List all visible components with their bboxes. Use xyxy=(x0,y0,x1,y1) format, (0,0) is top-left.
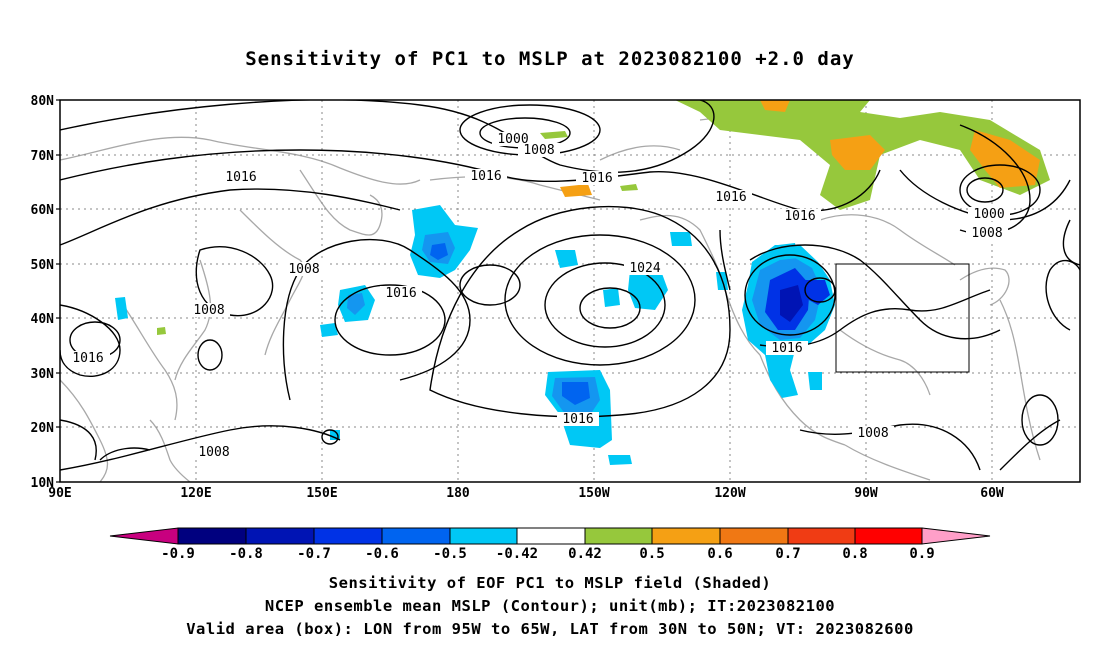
na-blue-3 xyxy=(780,285,803,322)
lat-label: 20N xyxy=(31,421,55,436)
asia-green xyxy=(157,327,166,335)
caption-line-1: Sensitivity of EOF PC1 to MSLP field (Sh… xyxy=(328,574,772,592)
colorbar: -0.9 -0.8 -0.7 -0.6 -0.5 -0.42 0.42 0.5 … xyxy=(109,527,991,562)
colorbar-swatch xyxy=(449,527,518,545)
valid-area-box xyxy=(835,263,970,373)
lat-label: 50N xyxy=(31,258,55,273)
arctic-orange-3 xyxy=(760,100,790,112)
lon-label: 120W xyxy=(714,486,745,501)
contour-label: 1016 xyxy=(715,190,746,205)
colorbar-swatch xyxy=(854,527,923,545)
colorbar-swatch xyxy=(516,527,586,545)
colorbar-tick-label: -0.7 xyxy=(297,546,331,562)
colorbar-swatch xyxy=(651,527,721,545)
arctic-orange-1 xyxy=(830,135,885,170)
subtrop-blue-2 xyxy=(562,382,590,405)
contour-label: 1008 xyxy=(193,303,224,318)
colorbar-swatch xyxy=(177,527,247,545)
colorbar-min-triangle xyxy=(109,527,179,545)
lon-label: 90E xyxy=(48,486,71,501)
lon-label: 60W xyxy=(980,486,1004,501)
colorbar-swatch xyxy=(381,527,451,545)
lat-label: 10N xyxy=(31,476,55,491)
npac-blue-3 xyxy=(347,293,365,315)
na-blue-4 xyxy=(805,280,830,305)
positive-sensitivity-shading xyxy=(157,100,1050,335)
subtrop-cyan-2 xyxy=(608,455,632,465)
pacific-orange-1 xyxy=(560,184,592,197)
contour-label: 1024 xyxy=(629,261,660,276)
midpac-cyan-3 xyxy=(603,288,620,307)
lon-label: 90W xyxy=(854,486,878,501)
caption-line-2: NCEP ensemble mean MSLP (Contour); unit(… xyxy=(264,597,836,615)
contour-label: 1016 xyxy=(470,169,501,184)
contour-label: 1008 xyxy=(288,262,319,277)
lat-label: 30N xyxy=(31,367,55,382)
colorbar-swatch xyxy=(719,527,789,545)
lat-label: 60N xyxy=(31,203,55,218)
colorbar-tick-label: -0.5 xyxy=(433,546,467,562)
contour-label: 1016 xyxy=(72,351,103,366)
contour-label: 1000 xyxy=(973,207,1004,222)
colorbar-swatch xyxy=(787,527,856,545)
midpac-cyan-1 xyxy=(555,250,578,268)
colorbar-tick-label: -0.8 xyxy=(229,546,263,562)
npac-blue-2 xyxy=(430,243,448,260)
colorbar-tick-label: 0.6 xyxy=(707,546,732,562)
colorbar-tick-label: 0.8 xyxy=(842,546,867,562)
colorbar-tick-label: 0.42 xyxy=(568,546,602,562)
contour-label: 1016 xyxy=(784,209,815,224)
contour-label: 1016 xyxy=(385,286,416,301)
colorbar-swatch xyxy=(245,527,315,545)
colorbar-swatch xyxy=(313,527,383,545)
latitude-labels: 80N 70N 60N 50N 40N 30N 20N 10N xyxy=(31,94,55,491)
na-cyan-3 xyxy=(808,372,822,390)
negative-sensitivity-shading xyxy=(115,205,835,465)
contour-label: 1016 xyxy=(225,170,256,185)
contour-label: 1008 xyxy=(971,226,1002,241)
contour-labels: 1000 1008 1016 1016 1016 1016 1024 1008 … xyxy=(66,132,1010,460)
colorbar-tick-label: 0.7 xyxy=(775,546,800,562)
colorbar-tick-label: 0.5 xyxy=(639,546,664,562)
colorbar-tick-label: -0.42 xyxy=(496,546,538,562)
contour-label: 1008 xyxy=(198,445,229,460)
contour-label: 1016 xyxy=(771,341,802,356)
caption-line-3: Valid area (box): LON from 95W to 65W, L… xyxy=(186,620,914,638)
lat-label: 40N xyxy=(31,312,55,327)
lon-label: 150W xyxy=(578,486,609,501)
midpac-cyan-4 xyxy=(670,232,692,246)
contour-label: 1008 xyxy=(523,143,554,158)
contour-label: 1008 xyxy=(857,426,888,441)
lon-label: 150E xyxy=(306,486,337,501)
lat-label: 70N xyxy=(31,149,55,164)
contour-label: 1016 xyxy=(562,412,593,427)
lon-label: 180 xyxy=(446,486,470,501)
map-title: Sensitivity of PC1 to MSLP at 2023082100… xyxy=(245,48,855,70)
colorbar-max-triangle xyxy=(921,527,991,545)
npac-cyan-4 xyxy=(115,297,128,320)
colorbar-tick-label: 0.9 xyxy=(909,546,934,562)
pacific-green-2 xyxy=(620,184,638,191)
contour-label: 1016 xyxy=(581,171,612,186)
colorbar-tick-label: -0.9 xyxy=(161,546,195,562)
lat-label: 80N xyxy=(31,94,55,109)
longitude-labels: 90E 120E 150E 180 150W 120W 90W 60W xyxy=(48,486,1004,501)
pacific-green-1 xyxy=(540,131,568,139)
map-frame xyxy=(59,99,1081,483)
lon-label: 120E xyxy=(180,486,211,501)
colorbar-swatch xyxy=(584,527,653,545)
npac-cyan-3 xyxy=(320,323,338,337)
colorbar-tick-label: -0.6 xyxy=(365,546,399,562)
